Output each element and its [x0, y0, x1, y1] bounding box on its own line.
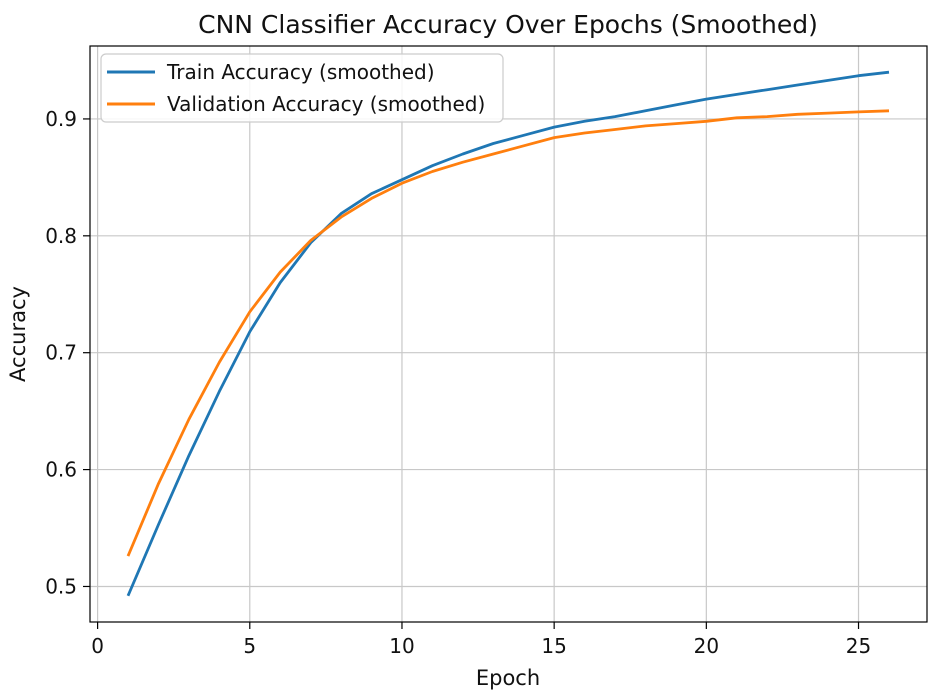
train-accuracy-line — [126, 70, 890, 597]
legend-box — [100, 53, 504, 123]
x-tick-label: 15 — [541, 634, 566, 658]
legend-validation-label: Validation Accuracy (smoothed) — [167, 92, 485, 116]
y-tick-label: 0.6 — [45, 458, 77, 482]
chart-title: CNN Classifier Accuracy Over Epochs (Smo… — [198, 10, 818, 39]
x-tick-label: 5 — [243, 634, 256, 658]
y-tick-label: 0.5 — [45, 574, 77, 598]
x-axis-label: Epoch — [476, 666, 540, 690]
x-tick-label: 25 — [846, 634, 871, 658]
validation-accuracy-line — [126, 109, 890, 557]
legend: Train Accuracy (smoothed) Validation Acc… — [100, 53, 504, 123]
y-tick-label: 0.9 — [45, 107, 77, 131]
x-tick-label: 0 — [91, 634, 104, 658]
x-tick-label: 10 — [389, 634, 414, 658]
axes-spines — [89, 45, 928, 623]
y-axis-label: Accuracy — [6, 286, 30, 382]
legend-train-label: Train Accuracy (smoothed) — [166, 60, 435, 84]
data-series — [126, 70, 890, 597]
x-tick-label: 20 — [694, 634, 719, 658]
y-tick-label: 0.8 — [45, 224, 77, 248]
y-tick-label: 0.7 — [45, 341, 77, 365]
axis-ticks: 0 5 10 15 20 25 0.5 0.6 0.7 0.8 0.9 — [45, 107, 871, 658]
gridlines — [90, 46, 927, 622]
